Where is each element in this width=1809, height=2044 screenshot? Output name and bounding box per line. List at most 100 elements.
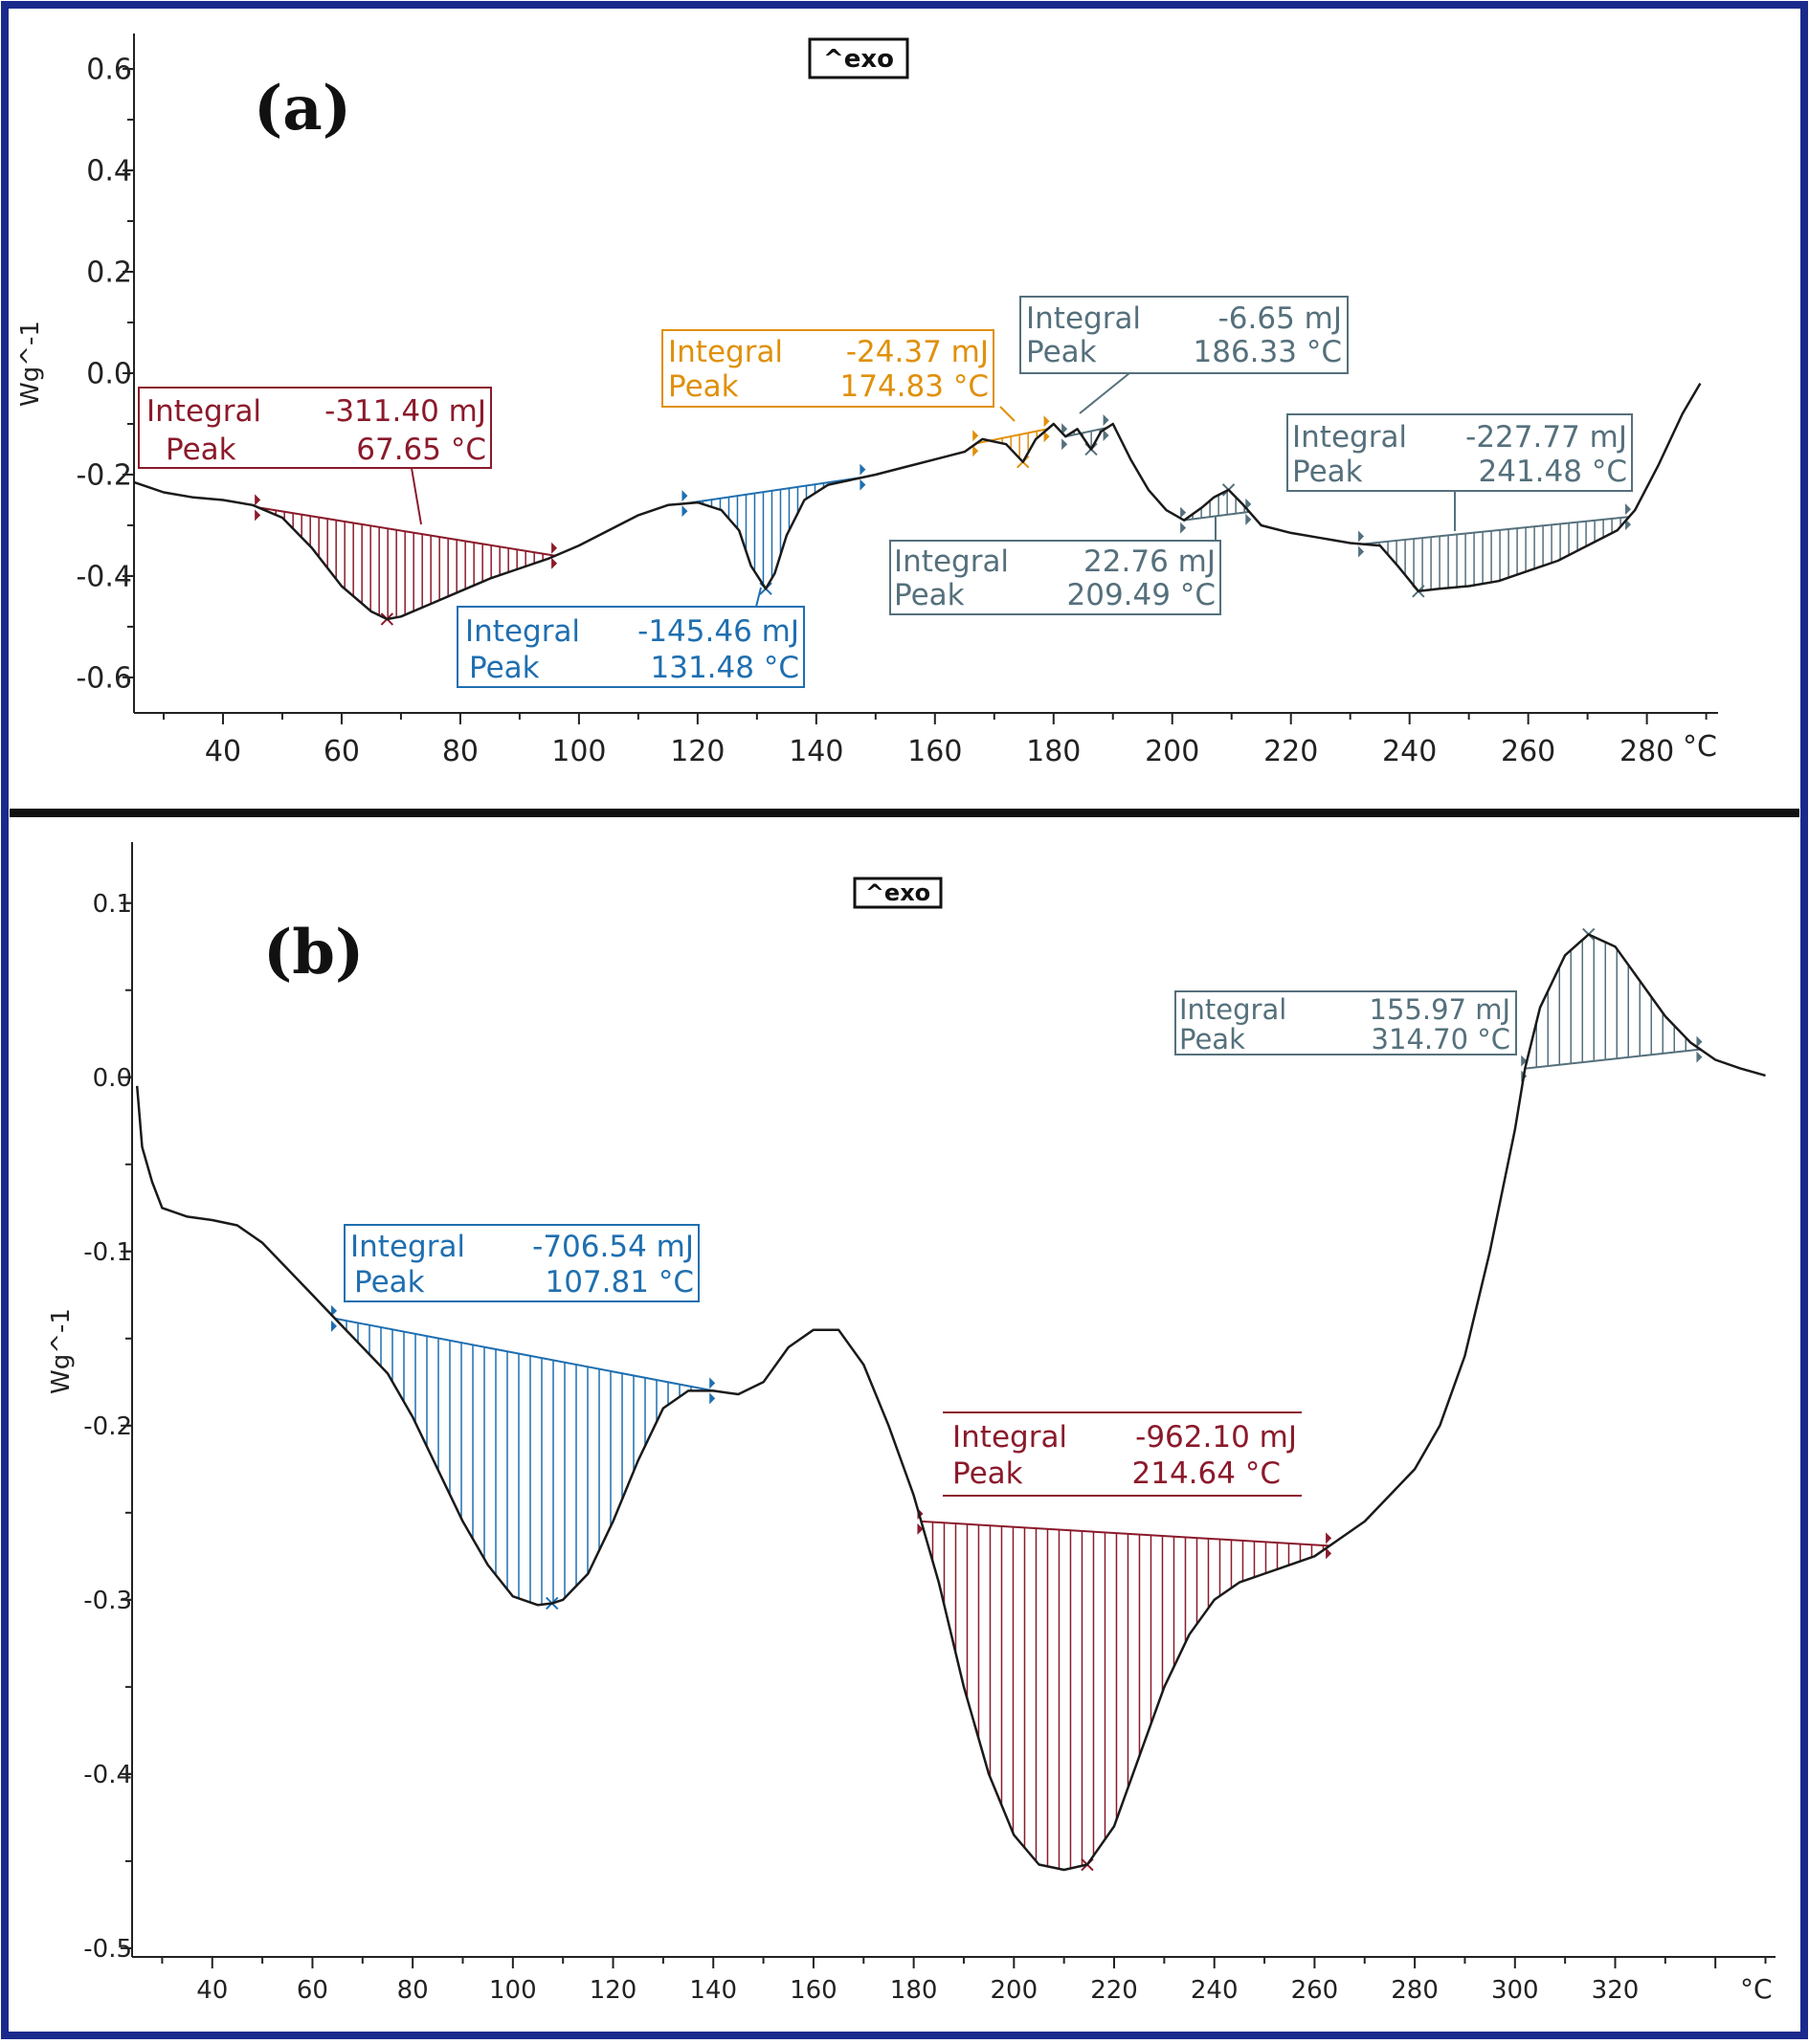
x-tick-label: 160 <box>907 735 962 768</box>
integration-baseline <box>1184 510 1250 522</box>
limit-marker <box>1245 513 1252 525</box>
y-tick-label: -0.5 <box>83 1935 132 1964</box>
limit-marker <box>681 490 688 502</box>
limit-marker <box>1326 1547 1332 1560</box>
x-tick-label: 200 <box>1145 735 1199 768</box>
limit-marker <box>1521 1055 1528 1067</box>
limit-marker <box>551 557 558 569</box>
annotation-peak-word: Peak <box>166 433 236 467</box>
limit-marker <box>1625 503 1632 516</box>
annotation-box <box>1174 990 1517 1055</box>
panel-a: (a) ^exo Wg^-1 °C Integral -311.40 mJ Pe… <box>16 37 1717 764</box>
limit-marker <box>331 1304 338 1317</box>
limit-marker <box>1696 1051 1703 1063</box>
annotation-peak-value: 209.49 °C <box>1067 578 1216 612</box>
integration-baseline <box>258 506 556 557</box>
x-tick-label: 100 <box>489 1976 537 2005</box>
integration-baseline <box>685 476 864 505</box>
y-tick-label: -0.6 <box>76 661 132 695</box>
annotation-integral-value: -706.54 mJ <box>532 1230 694 1264</box>
limit-marker <box>1696 1035 1703 1048</box>
annotation-peak-word: Peak <box>1179 1023 1245 1055</box>
annotation-integral-value: -227.77 mJ <box>1465 420 1627 455</box>
annotation-integral-value: -962.10 mJ <box>1135 1420 1297 1455</box>
integration-region <box>331 1304 716 1611</box>
annotation-integral-value: -6.65 mJ <box>1218 301 1342 336</box>
integration-baseline <box>1525 1048 1701 1070</box>
limit-marker <box>1326 1532 1332 1544</box>
limit-marker <box>860 463 866 476</box>
x-tick-label: 260 <box>1501 735 1555 768</box>
annotation-integral-value: 155.97 mJ <box>1370 993 1511 1026</box>
integration-region <box>917 1507 1332 1872</box>
annotation-peak-value: 186.33 °C <box>1194 335 1342 369</box>
annotation-box <box>138 387 492 469</box>
annotation-peak-word: Peak <box>354 1265 425 1300</box>
annotation-integral-value: -311.40 mJ <box>324 394 486 429</box>
integration-baseline <box>921 1520 1330 1547</box>
annotation-box <box>344 1224 700 1302</box>
panel-b-annotation-3: Integral 155.97 mJ Peak 314.70 °C <box>1174 990 1517 1055</box>
panel-b-ylabel: Wg^-1 <box>47 1308 76 1394</box>
x-tick-label: 240 <box>1382 735 1437 768</box>
annotation-integral-value: -145.46 mJ <box>637 614 799 649</box>
integration-baseline <box>1064 426 1107 438</box>
panel-b: (b) ^exo Wg^-1 °C Integral -706.54 mJ Pe… <box>47 877 1773 2005</box>
annotation-integral-word: Integral <box>952 1420 1067 1455</box>
dsc-curve <box>135 933 1766 1872</box>
annotation-integral-word: Integral <box>465 614 580 649</box>
integration-region <box>1521 927 1703 1082</box>
annotation-peak-value: 174.83 °C <box>840 369 989 404</box>
panel-a-annotation-5: Integral 22.76 mJ Peak 209.49 °C <box>889 540 1221 615</box>
panel-a-annotation-1: Integral -311.40 mJ Peak 67.65 °C <box>138 387 492 469</box>
x-tick-label: 160 <box>790 1976 838 2005</box>
x-tick-label: 60 <box>324 735 360 768</box>
x-tick-label: 200 <box>990 1976 1038 2005</box>
limit-marker <box>255 509 261 522</box>
y-tick-label: 0.1 <box>93 890 132 919</box>
leader-line <box>755 587 762 608</box>
panel-a-exo-box <box>808 37 909 79</box>
annotation-box <box>457 606 805 688</box>
integration-region <box>255 494 558 626</box>
limit-marker <box>709 1392 716 1405</box>
x-tick-label: 300 <box>1491 1976 1539 2005</box>
panel-b-label: (b) <box>263 917 364 989</box>
leader-line <box>1079 372 1130 414</box>
panel-a-exo-legend: ^exo <box>808 37 909 79</box>
annotation-integral-word: Integral <box>350 1230 465 1264</box>
panel-b-annotation-1: Integral -706.54 mJ Peak 107.81 °C <box>344 1224 700 1302</box>
limit-marker <box>1043 431 1050 443</box>
panel-b-annotation-2: Integral -962.10 mJ Peak 214.64 °C <box>943 1411 1302 1497</box>
y-tick-label: -0.1 <box>83 1238 132 1267</box>
limit-marker <box>1180 506 1187 519</box>
integration-region <box>681 463 866 595</box>
limit-marker <box>917 1522 924 1535</box>
annotation-integral-word: Integral <box>668 335 783 369</box>
annotation-peak-value: 314.70 °C <box>1372 1023 1510 1055</box>
annotation-peak-value: 67.65 °C <box>356 433 486 467</box>
annotation-integral-word: Integral <box>894 544 1009 579</box>
panel-divider <box>10 809 1799 817</box>
limit-marker <box>255 494 261 506</box>
x-tick-label: 80 <box>442 735 479 768</box>
annotation-box <box>1019 296 1349 374</box>
limit-marker <box>972 445 979 457</box>
annotation-peak-value: 107.81 °C <box>546 1265 694 1300</box>
x-tick-label: 280 <box>1391 1976 1439 2005</box>
annotation-box <box>1286 413 1633 492</box>
x-tick-label: 140 <box>789 735 843 768</box>
panel-b-x-unit: °C <box>1740 1973 1773 2005</box>
panel-a-plot: 40 60 80 100 120 140 160 180 200 220 240 260 280 0.6 0… <box>76 33 1718 768</box>
leader-line <box>999 406 1016 422</box>
annotation-box <box>889 540 1221 615</box>
annotation-integral-word: Integral <box>1292 420 1407 455</box>
x-tick-label: 100 <box>551 735 606 768</box>
limit-marker <box>1103 413 1109 426</box>
x-tick-label: 140 <box>689 1976 737 2005</box>
annotation-integral-value: 22.76 mJ <box>1083 544 1216 579</box>
x-tick-label: 120 <box>590 1976 637 2005</box>
y-tick-label: -0.2 <box>76 458 132 492</box>
